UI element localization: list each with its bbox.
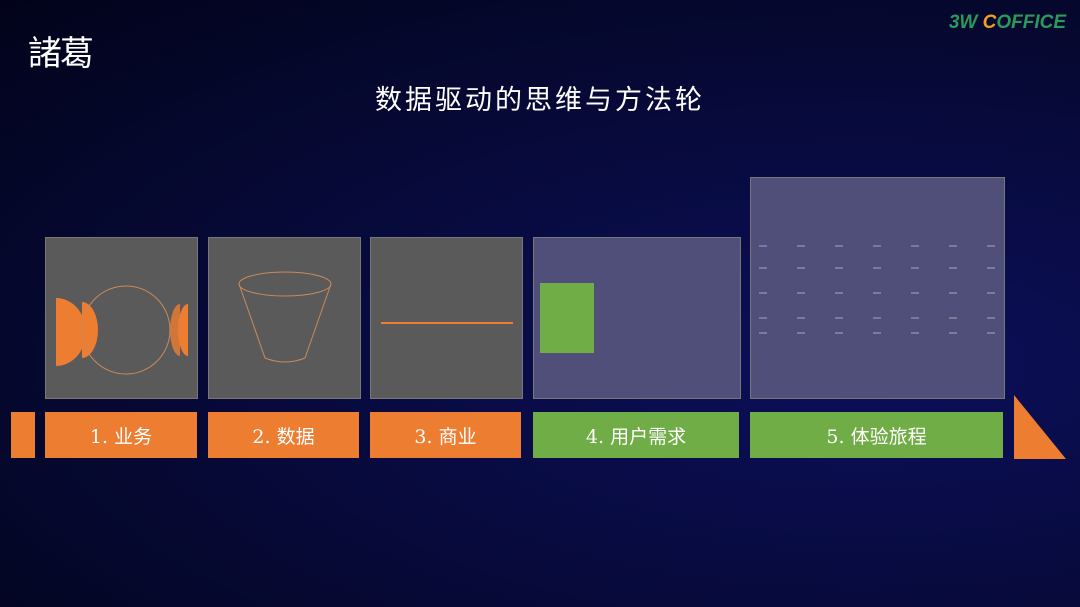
step-business: 1. 业务 — [45, 412, 197, 458]
thumbnail-data — [208, 237, 361, 399]
zhuge-logo: 諸葛 — [28, 34, 94, 74]
thumbnail-business — [45, 237, 198, 399]
slide-title: 数据驱动的思维与方法轮 — [375, 85, 705, 116]
thumbnail-user-needs — [533, 237, 741, 399]
3w-coffice-logo: 3W COFFICE — [948, 12, 1066, 33]
left-edge-bar — [11, 412, 35, 458]
step-commerce: 3. 商业 — [370, 412, 521, 458]
step-data: 2. 数据 — [208, 412, 359, 458]
thumbnail-experience-journey — [750, 177, 1005, 399]
step-experience-journey: 5. 体验旅程 — [750, 412, 1003, 458]
thumbnail-commerce — [370, 237, 523, 399]
arrow-triangle — [1014, 395, 1066, 459]
step-user-needs: 4. 用户需求 — [533, 412, 739, 458]
